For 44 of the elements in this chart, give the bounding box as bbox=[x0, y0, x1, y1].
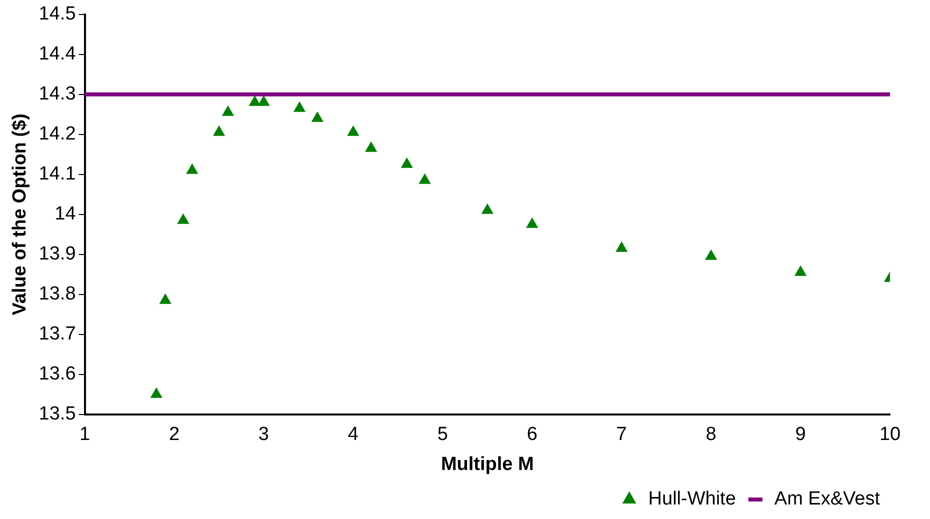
y-tick-label: 13.9 bbox=[38, 244, 76, 265]
x-tick-label: 3 bbox=[258, 424, 270, 446]
point bbox=[160, 294, 171, 304]
y-tick-label: 14.2 bbox=[38, 124, 76, 145]
point bbox=[482, 204, 494, 214]
y-tick-label: 13.6 bbox=[38, 364, 76, 385]
y-tick-label: 14.1 bbox=[38, 164, 76, 185]
x-tick-label: 6 bbox=[526, 424, 538, 446]
y-tick-label: 13.8 bbox=[38, 284, 76, 305]
point bbox=[178, 214, 189, 224]
x-tick-label: 9 bbox=[795, 424, 806, 446]
y-tick-label: 13.7 bbox=[38, 324, 76, 345]
legend-label: Am Ex&Vest bbox=[774, 488, 881, 510]
point bbox=[365, 142, 377, 152]
point bbox=[705, 250, 717, 260]
y-tick-label: 14.3 bbox=[38, 84, 76, 105]
point bbox=[249, 96, 260, 106]
point bbox=[222, 106, 234, 116]
point bbox=[401, 158, 413, 168]
point bbox=[258, 96, 270, 106]
y-tick-label: 13.5 bbox=[38, 404, 76, 425]
y-tick-label: 14.4 bbox=[38, 44, 76, 65]
x-tick-label: 1 bbox=[79, 424, 90, 446]
point bbox=[526, 218, 538, 228]
point bbox=[150, 388, 162, 398]
x-tick-label: 7 bbox=[616, 424, 627, 446]
point bbox=[794, 266, 806, 276]
legend-label: Hull-White bbox=[648, 488, 736, 510]
x-axis-title: Multiple M bbox=[440, 454, 534, 475]
x-tick-label: 10 bbox=[879, 424, 901, 446]
point bbox=[186, 164, 198, 174]
x-tick-label: 4 bbox=[348, 424, 359, 446]
point bbox=[312, 112, 324, 122]
point bbox=[213, 126, 225, 136]
y-tick-label: 14 bbox=[54, 204, 76, 225]
x-tick-label: 8 bbox=[706, 424, 716, 446]
y-tick-label: 14.5 bbox=[38, 4, 76, 25]
x-tick-label: 2 bbox=[168, 424, 180, 446]
point bbox=[419, 174, 430, 184]
point bbox=[294, 102, 306, 112]
point bbox=[347, 126, 359, 136]
y-axis-title: Value of the Option ($) bbox=[10, 114, 31, 316]
point bbox=[616, 242, 628, 252]
x-tick-label: 5 bbox=[437, 424, 448, 446]
